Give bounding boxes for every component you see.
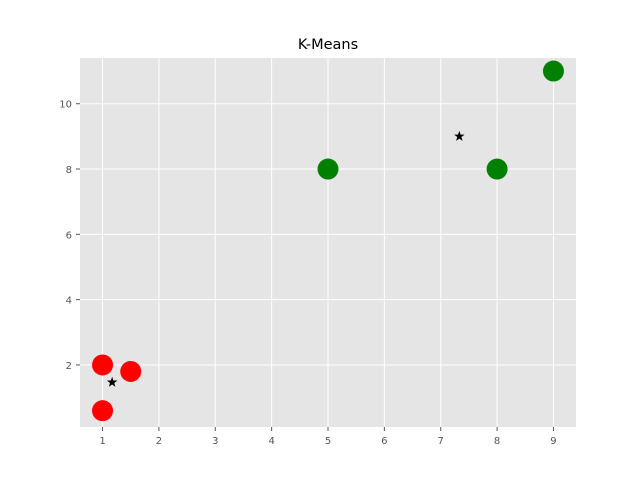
data-point [120, 360, 142, 382]
x-tick-label: 1 [99, 436, 105, 447]
grid-lines [80, 58, 576, 427]
data-point [92, 354, 114, 376]
y-axis: 2 4 6 8 10 [59, 100, 80, 372]
x-tick-label: 8 [494, 436, 500, 447]
data-point [92, 400, 114, 422]
x-tick-label: 4 [268, 436, 274, 447]
y-tick-label: 10 [59, 100, 72, 111]
y-tick-label: 4 [66, 296, 72, 307]
data-point [486, 158, 508, 180]
y-tick-label: 2 [66, 361, 72, 372]
chart-title: K-Means [298, 37, 358, 53]
x-axis: 1 2 3 4 5 6 7 8 9 [99, 427, 557, 447]
x-tick-label: 7 [438, 436, 444, 447]
centroid-star [454, 130, 465, 141]
x-tick-label: 9 [550, 436, 556, 447]
data-points [92, 60, 564, 422]
x-tick-label: 2 [156, 436, 162, 447]
y-tick-label: 6 [66, 230, 72, 241]
x-tick-label: 5 [325, 436, 331, 447]
x-tick-label: 3 [212, 436, 218, 447]
centroid-star [106, 376, 118, 387]
data-point [542, 60, 564, 82]
x-tick-label: 6 [381, 436, 387, 447]
y-tick-label: 8 [66, 165, 72, 176]
data-point [317, 158, 339, 180]
